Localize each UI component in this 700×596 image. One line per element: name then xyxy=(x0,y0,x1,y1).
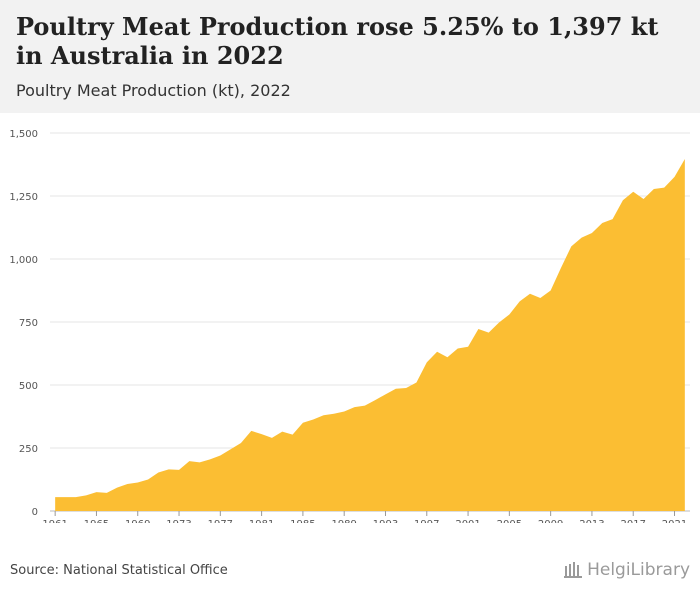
data-point xyxy=(622,199,624,201)
data-point xyxy=(632,191,634,193)
x-tick-label: 2009 xyxy=(538,519,563,523)
data-point xyxy=(457,347,459,349)
x-tick-label: 2021 xyxy=(662,519,687,523)
data-point xyxy=(684,158,686,160)
data-point xyxy=(612,218,614,220)
data-point xyxy=(312,419,314,421)
data-point xyxy=(354,406,356,408)
data-point xyxy=(539,297,541,299)
x-tick-label: 1969 xyxy=(125,519,150,523)
header: Poultry Meat Production rose 5.25% to 1,… xyxy=(0,0,700,113)
x-tick-label: 1973 xyxy=(166,519,191,523)
x-tick-label: 1961 xyxy=(42,519,67,523)
chart-subtitle: Poultry Meat Production (kt), 2022 xyxy=(16,81,291,100)
data-point xyxy=(302,422,304,424)
y-tick-label: 1,000 xyxy=(9,255,38,266)
y-tick-label: 250 xyxy=(19,444,38,455)
data-point xyxy=(106,492,108,494)
data-point xyxy=(653,188,655,190)
x-tick-label: 1965 xyxy=(84,519,109,523)
data-point xyxy=(147,479,149,481)
data-point xyxy=(85,494,87,496)
data-point xyxy=(663,187,665,189)
data-point xyxy=(446,356,448,358)
data-point xyxy=(54,496,56,498)
data-point xyxy=(601,222,603,224)
page-title: Poultry Meat Production rose 5.25% to 1,… xyxy=(16,12,659,70)
data-point xyxy=(126,483,128,485)
data-point xyxy=(333,413,335,415)
data-point xyxy=(64,496,66,498)
data-point xyxy=(529,293,531,295)
data-point xyxy=(95,491,97,493)
data-point xyxy=(674,176,676,178)
data-point xyxy=(467,346,469,348)
data-point xyxy=(250,430,252,432)
data-point xyxy=(271,437,273,439)
x-tick-label: 1993 xyxy=(373,519,398,523)
data-point xyxy=(188,460,190,462)
data-point xyxy=(498,322,500,324)
area-chart: 0 250 500 750 1,000 1,250 1,500 1961 1965 1969 197… xyxy=(9,129,690,523)
x-tick-label: 2005 xyxy=(497,519,522,523)
data-point xyxy=(240,442,242,444)
data-point xyxy=(116,487,118,489)
data-point xyxy=(261,433,263,435)
data-point xyxy=(415,381,417,383)
source-note: Source: National Statistical Office xyxy=(10,563,228,578)
data-point xyxy=(384,393,386,395)
data-point xyxy=(395,388,397,390)
data-point xyxy=(219,455,221,457)
data-point xyxy=(230,448,232,450)
data-point xyxy=(488,332,490,334)
data-point xyxy=(323,414,325,416)
x-tick-label: 1997 xyxy=(414,519,439,523)
data-point xyxy=(364,405,366,407)
x-tick-label: 2017 xyxy=(620,519,645,523)
data-point xyxy=(405,387,407,389)
x-tick-label: 2013 xyxy=(579,519,604,523)
y-tick-label: 750 xyxy=(19,318,38,329)
data-point xyxy=(343,410,345,412)
data-point xyxy=(137,482,139,484)
data-point xyxy=(519,300,521,302)
data-point xyxy=(643,198,645,200)
data-point xyxy=(281,431,283,433)
data-point xyxy=(560,267,562,269)
data-point xyxy=(550,290,552,292)
y-tick-label: 1,250 xyxy=(9,192,38,203)
series-area xyxy=(55,158,685,511)
helgi-library-logo[interactable]: HelgiLibrary xyxy=(563,560,690,580)
data-point xyxy=(374,399,376,401)
y-tick-label: 0 xyxy=(32,507,38,518)
data-point xyxy=(157,471,159,473)
data-point xyxy=(199,461,201,463)
x-tick-label: 1985 xyxy=(290,519,315,523)
x-tick-label: 2001 xyxy=(455,519,480,523)
library-columns-icon xyxy=(564,562,583,578)
data-point xyxy=(508,313,510,315)
y-tick-label: 1,500 xyxy=(9,129,38,140)
data-point xyxy=(591,232,593,234)
x-tick-label: 1977 xyxy=(208,519,233,523)
data-point xyxy=(75,496,77,498)
data-point xyxy=(426,361,428,363)
data-point xyxy=(292,434,294,436)
data-point xyxy=(581,237,583,239)
x-tick-label: 1989 xyxy=(331,519,356,523)
data-point xyxy=(209,458,211,460)
data-point xyxy=(570,245,572,247)
data-point xyxy=(477,328,479,330)
y-tick-label: 500 xyxy=(19,381,38,392)
brand-name: HelgiLibrary xyxy=(587,560,690,580)
data-point xyxy=(178,469,180,471)
data-point xyxy=(436,351,438,353)
x-tick-label: 1981 xyxy=(249,519,274,523)
data-point xyxy=(168,468,170,470)
